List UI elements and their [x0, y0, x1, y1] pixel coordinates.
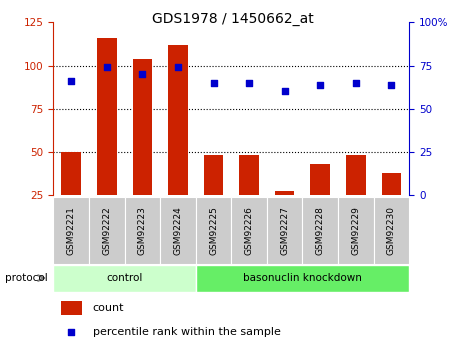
Text: GSM92227: GSM92227 — [280, 206, 289, 255]
Text: protocol: protocol — [5, 273, 47, 283]
Bar — [160, 197, 196, 264]
Bar — [346, 155, 365, 195]
Bar — [267, 197, 303, 264]
Point — [174, 65, 182, 70]
Bar — [239, 155, 259, 195]
Point — [281, 89, 288, 94]
Bar — [53, 197, 89, 264]
Bar — [125, 197, 160, 264]
Point — [67, 329, 75, 334]
Bar — [133, 59, 152, 195]
Bar — [168, 45, 188, 195]
Text: GSM92224: GSM92224 — [173, 206, 182, 255]
Bar — [382, 172, 401, 195]
Bar — [61, 152, 81, 195]
Bar — [204, 155, 223, 195]
Point — [352, 80, 359, 86]
Text: basonuclin knockdown: basonuclin knockdown — [243, 273, 362, 283]
Text: GSM92228: GSM92228 — [316, 206, 325, 255]
Text: GSM92230: GSM92230 — [387, 206, 396, 255]
Point — [103, 65, 111, 70]
Bar — [303, 197, 338, 264]
Point — [139, 71, 146, 77]
Bar — [60, 301, 82, 315]
Text: GSM92223: GSM92223 — [138, 206, 147, 255]
Bar — [89, 197, 125, 264]
Point — [317, 82, 324, 87]
Point — [67, 78, 75, 84]
Point — [388, 82, 395, 87]
Bar — [97, 38, 117, 195]
Text: GDS1978 / 1450662_at: GDS1978 / 1450662_at — [152, 12, 313, 26]
Text: control: control — [106, 273, 143, 283]
Text: GSM92222: GSM92222 — [102, 206, 111, 255]
Text: GSM92225: GSM92225 — [209, 206, 218, 255]
Text: percentile rank within the sample: percentile rank within the sample — [93, 327, 280, 337]
Text: count: count — [93, 303, 124, 313]
Text: GSM92221: GSM92221 — [67, 206, 76, 255]
Bar — [232, 197, 267, 264]
Bar — [311, 164, 330, 195]
Bar — [53, 265, 196, 292]
Bar — [196, 265, 409, 292]
Bar — [338, 197, 374, 264]
Text: GSM92229: GSM92229 — [352, 206, 360, 255]
Text: GSM92226: GSM92226 — [245, 206, 253, 255]
Bar — [374, 197, 409, 264]
Point — [246, 80, 253, 86]
Bar — [196, 197, 232, 264]
Bar — [275, 191, 294, 195]
Point — [210, 80, 217, 86]
